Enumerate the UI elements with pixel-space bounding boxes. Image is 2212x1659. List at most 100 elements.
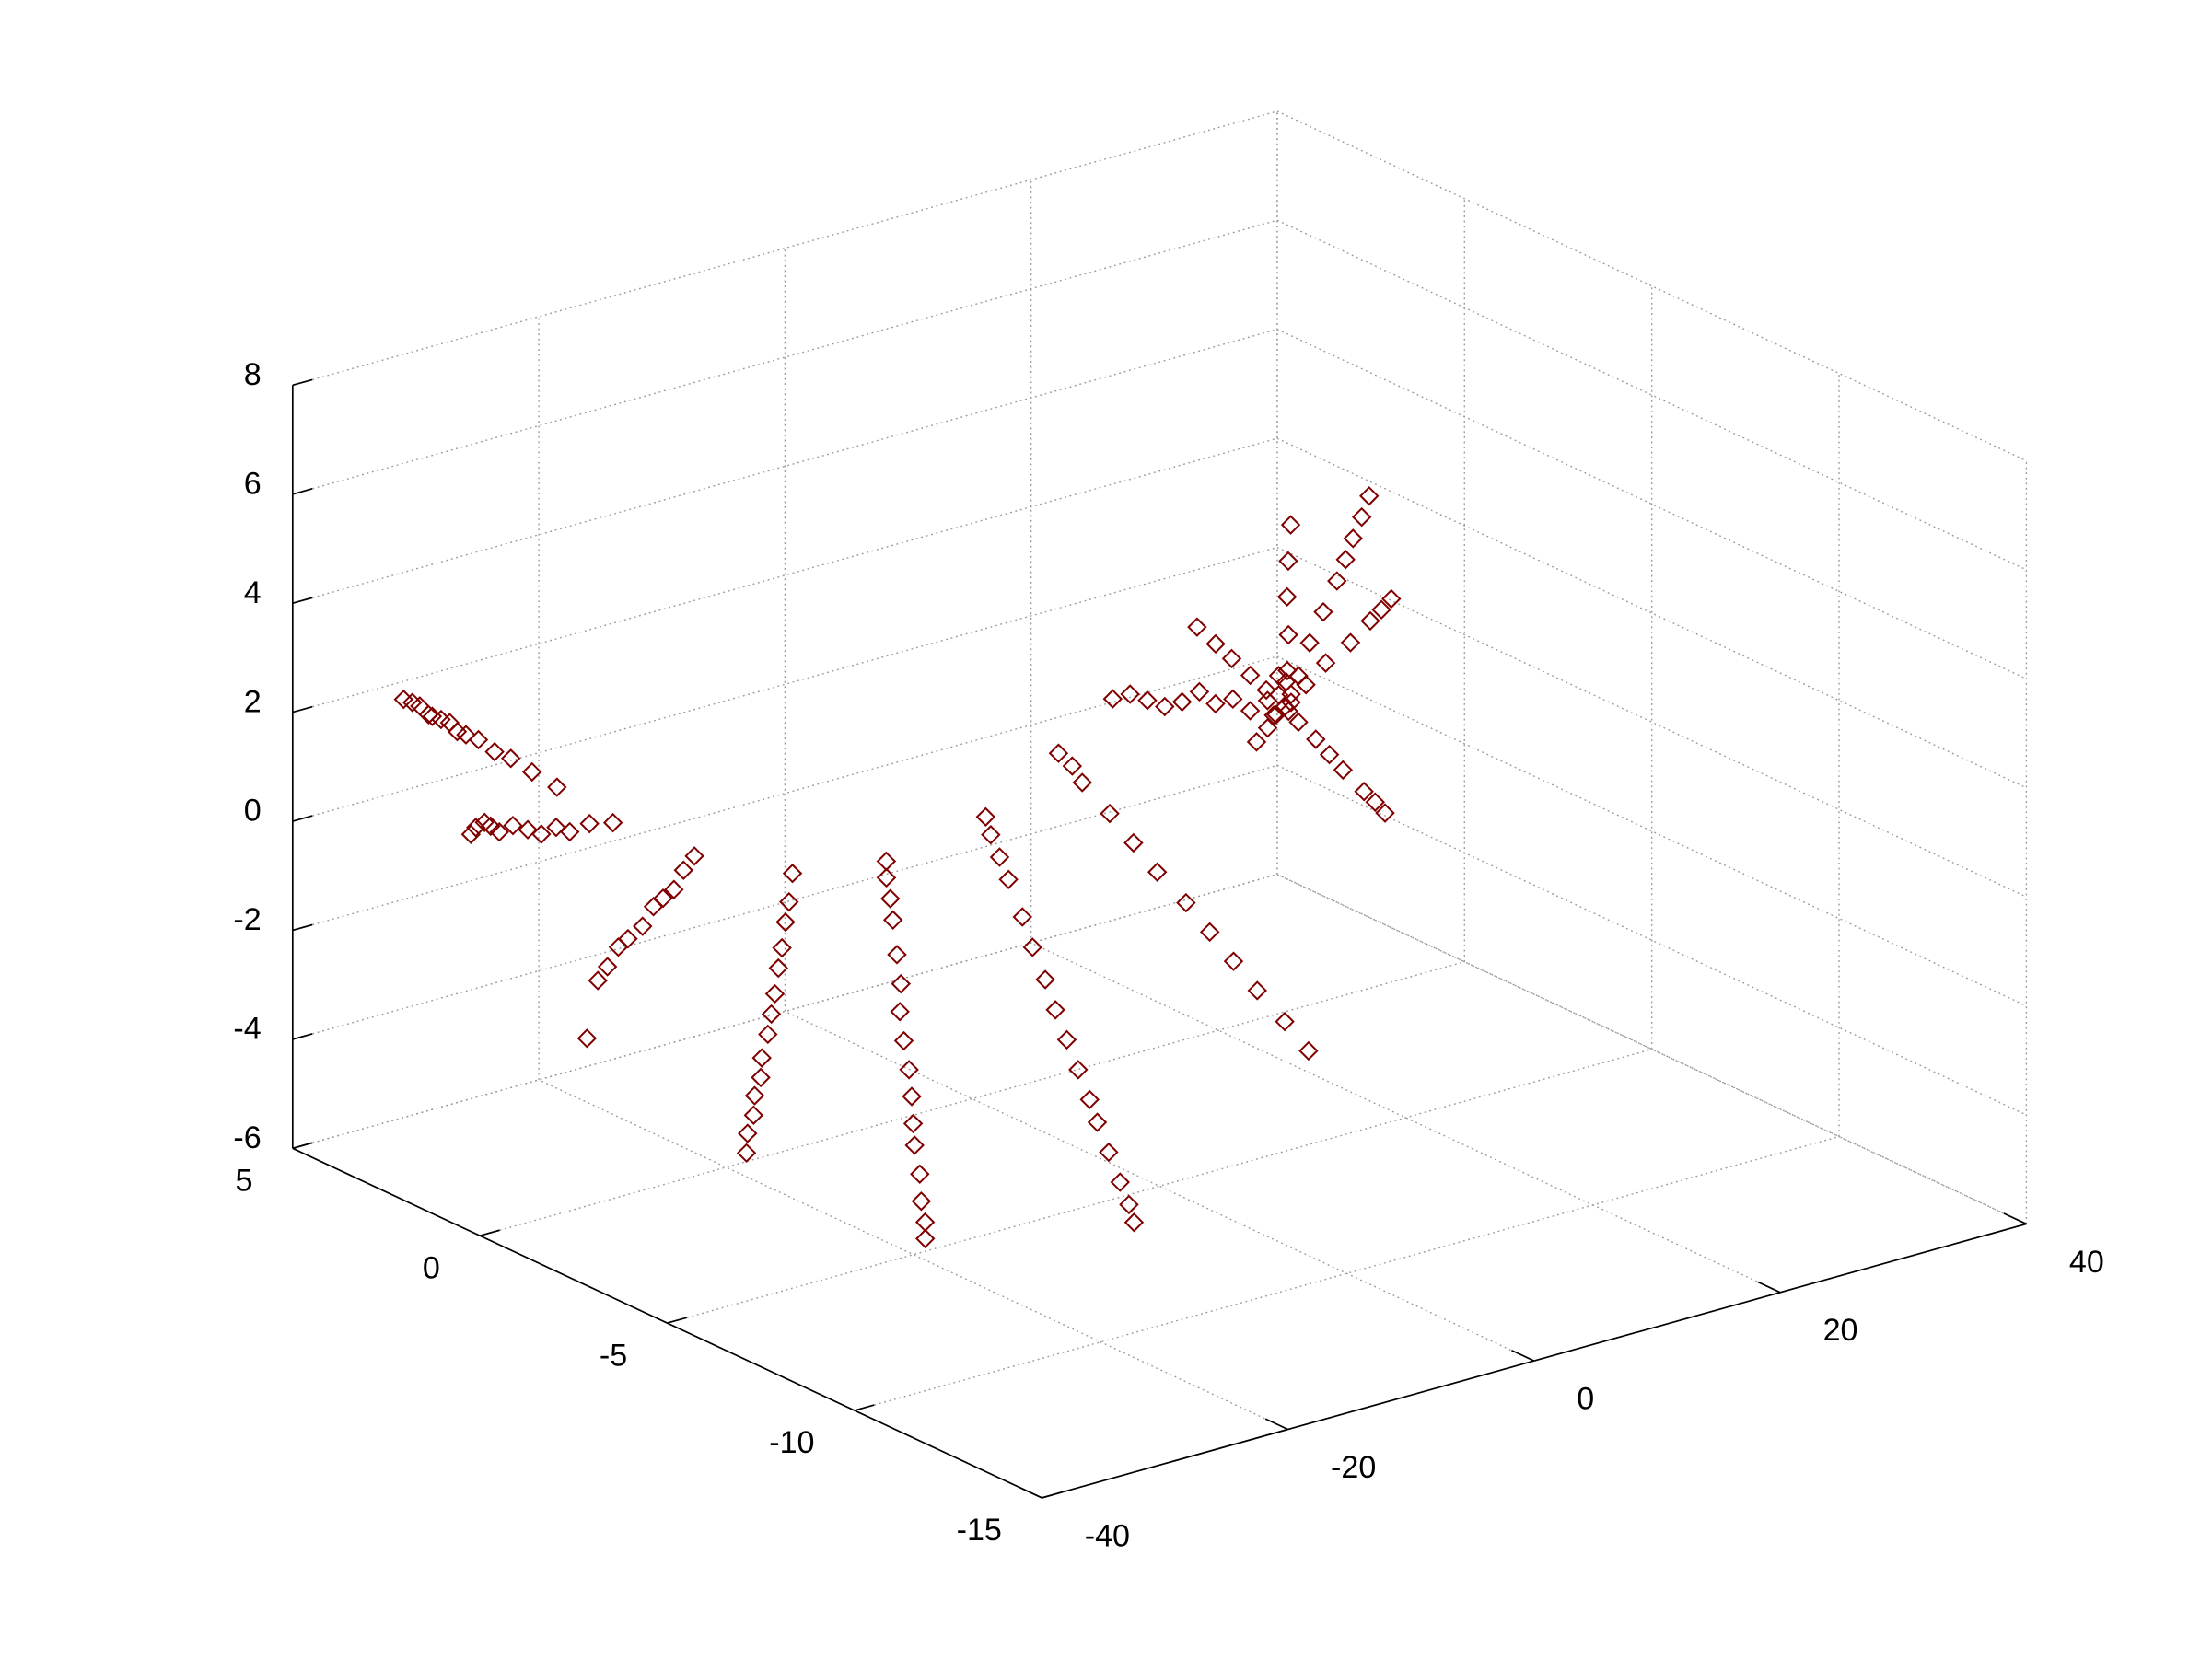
data-point	[751, 1048, 772, 1068]
grid-line	[292, 437, 1278, 713]
data-point	[1315, 653, 1336, 673]
data-point	[1281, 684, 1301, 704]
data-point	[474, 812, 495, 833]
data-point	[1171, 691, 1193, 713]
data-point	[1137, 690, 1158, 711]
x-tick	[1264, 1418, 1288, 1431]
data-point	[1277, 660, 1298, 681]
data-point	[1263, 705, 1284, 725]
y-tick	[1042, 1491, 1062, 1499]
data-point	[1343, 528, 1363, 549]
data-point	[910, 1164, 930, 1185]
data-point	[890, 1002, 910, 1022]
x-tick-label: -40	[1085, 1518, 1130, 1553]
y-tick-label: 0	[423, 1250, 440, 1285]
data-point	[1102, 689, 1123, 709]
data-point	[904, 1135, 925, 1155]
data-point	[503, 815, 523, 836]
data-point	[1354, 782, 1374, 802]
z-tick-label: 2	[244, 684, 262, 719]
data-point	[579, 813, 600, 834]
data-point	[1240, 701, 1261, 721]
data-point	[1340, 632, 1361, 653]
data-point	[521, 761, 542, 783]
data-point	[484, 741, 505, 762]
z-tick-label: 6	[244, 466, 262, 501]
grid-line	[1276, 110, 2027, 462]
data-point	[1123, 832, 1144, 853]
data-point	[1079, 1089, 1100, 1110]
data-point	[1327, 571, 1347, 591]
data-point	[1099, 1142, 1119, 1163]
grid-line	[292, 219, 1278, 495]
data-point	[489, 821, 509, 842]
data-point	[899, 1060, 919, 1080]
data-point	[1319, 744, 1340, 765]
data-point	[1123, 1212, 1145, 1233]
data-point	[1281, 692, 1301, 713]
data-point	[1257, 690, 1278, 711]
grid-line	[785, 1010, 1535, 1362]
data-point	[664, 879, 684, 899]
grid-line	[1030, 942, 1781, 1294]
data-point	[1298, 1040, 1319, 1062]
data-point	[456, 725, 476, 745]
data-point	[1365, 792, 1385, 812]
grid-line	[1276, 219, 2027, 571]
data-point	[684, 846, 704, 866]
data-point	[1246, 732, 1267, 752]
data-point	[911, 1191, 932, 1212]
z-tick-label: -6	[233, 1120, 261, 1155]
data-point	[518, 819, 538, 840]
grid-line	[1276, 329, 2027, 679]
data-point	[1147, 862, 1168, 882]
data-point	[779, 891, 799, 912]
data-point	[1062, 756, 1083, 776]
data-point	[1275, 1011, 1295, 1032]
z-tick-label: -2	[233, 902, 261, 937]
grid-line	[1276, 874, 2027, 1225]
x-tick	[1757, 1281, 1781, 1294]
data-point	[1048, 743, 1069, 763]
data-point	[981, 824, 1001, 845]
grid-line	[292, 874, 1278, 1149]
data-point	[481, 816, 501, 837]
data-point	[1240, 665, 1261, 686]
data-point	[1375, 803, 1395, 823]
grid-line	[1276, 437, 2027, 789]
grid-line	[292, 329, 1278, 604]
data-point	[1022, 937, 1043, 957]
data-point	[1257, 717, 1278, 738]
grid-line	[1276, 874, 2027, 1225]
data-point	[1100, 803, 1120, 824]
data-point	[418, 704, 439, 725]
data-point	[673, 860, 693, 880]
y-tick-label: -10	[769, 1425, 814, 1460]
data-point	[998, 869, 1019, 890]
x-tick-label: 20	[1823, 1313, 1858, 1348]
grid-line	[538, 1079, 1288, 1431]
data-point	[891, 973, 912, 994]
data-point	[1351, 506, 1372, 528]
data-point	[768, 957, 789, 979]
data-point	[1068, 1060, 1089, 1080]
data-point	[559, 821, 580, 842]
data-point	[1189, 681, 1210, 702]
y-tick	[292, 1142, 313, 1150]
data-point	[1012, 907, 1032, 927]
data-point	[468, 729, 489, 750]
data-point	[1056, 1029, 1077, 1050]
grid-line	[292, 764, 1278, 1040]
data-point	[1335, 550, 1356, 570]
y-tick-label: -15	[957, 1513, 1002, 1548]
data-point	[744, 1085, 765, 1106]
data-point	[1119, 1194, 1139, 1215]
data-point	[1381, 588, 1402, 609]
z-tick-label: 0	[244, 794, 262, 829]
data-point	[1155, 696, 1175, 717]
data-point	[914, 1212, 936, 1233]
data-point	[618, 928, 638, 949]
data-point	[1223, 951, 1244, 971]
z-tick-label: 4	[244, 575, 262, 610]
